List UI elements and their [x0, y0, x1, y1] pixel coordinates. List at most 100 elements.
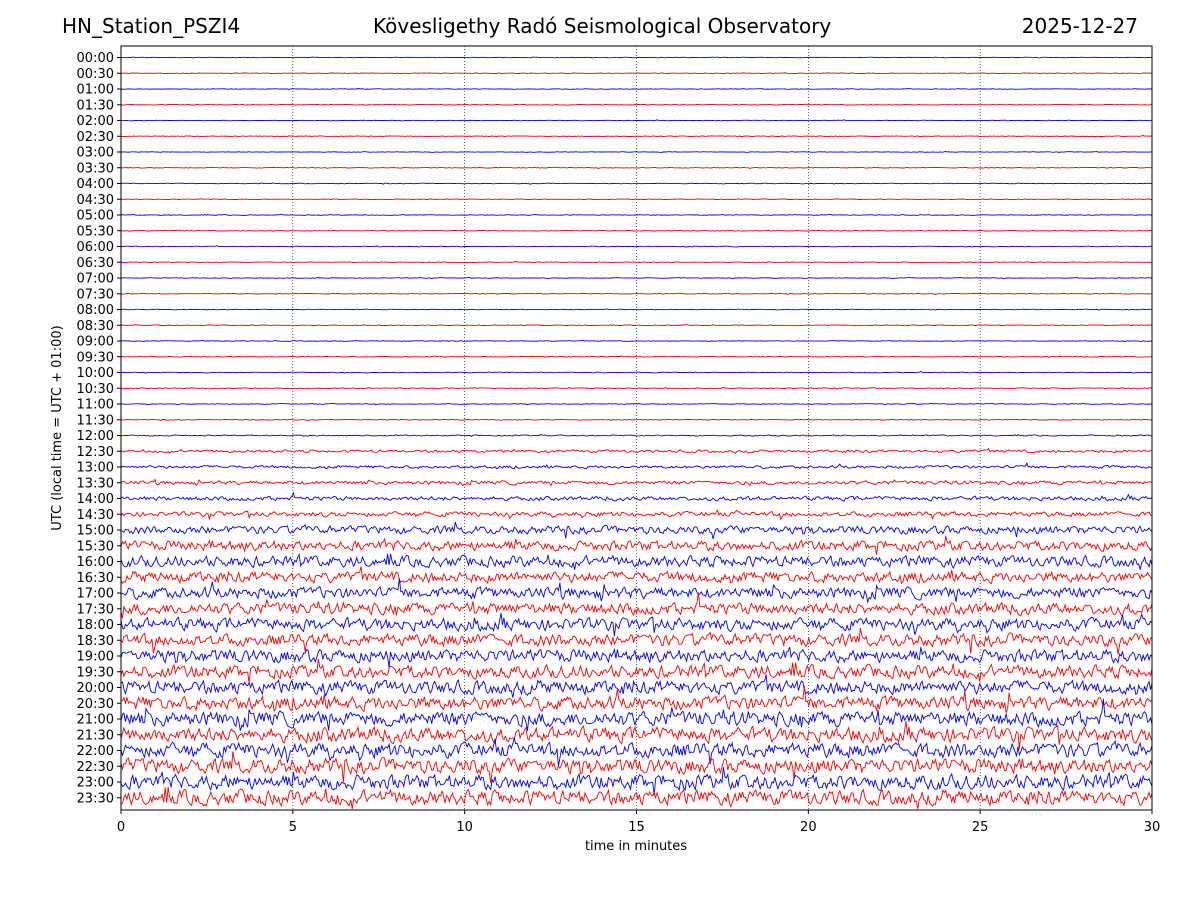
trace-1830: [121, 627, 1152, 655]
trace-0730: [121, 292, 1152, 296]
trace-1730: [121, 592, 1152, 619]
trace-1130: [121, 418, 1152, 422]
trace-1800: [121, 612, 1152, 637]
y-tick-label: 02:00: [77, 114, 114, 129]
y-tick-label: 17:00: [77, 587, 114, 602]
y-tick-label: 16:30: [77, 571, 114, 586]
x-tick-label: 30: [1144, 820, 1161, 835]
y-tick-label: 05:30: [77, 224, 114, 239]
trace-2130: [121, 720, 1152, 749]
y-tick-label: 12:00: [77, 429, 114, 444]
y-tick-label: 04:00: [77, 177, 114, 192]
trace-2200: [121, 736, 1152, 767]
trace-1300: [121, 462, 1152, 470]
x-tick-label: 25: [972, 820, 989, 835]
x-tick-label: 15: [628, 820, 645, 835]
y-tick-label: 18:00: [77, 618, 114, 633]
y-axis-label: UTC (local time = UTC + 01:00): [50, 325, 65, 530]
y-tick-label: 19:00: [77, 650, 114, 665]
trace-2300: [121, 767, 1152, 796]
trace-1100: [121, 402, 1152, 406]
station-label: HN_Station_PSZI4: [62, 14, 241, 38]
trace-0400: [121, 182, 1152, 185]
y-tick-label: 01:30: [77, 98, 114, 113]
y-tick-label: 04:30: [77, 193, 114, 208]
trace-0600: [121, 245, 1152, 248]
y-tick-label: 11:30: [77, 413, 114, 428]
y-tick-label: 12:30: [77, 445, 114, 460]
trace-0930: [121, 355, 1152, 358]
x-axis: 0 5 10 15 20 25 30: [117, 810, 1160, 835]
date-label: 2025-12-27: [1021, 14, 1138, 38]
trace-0700: [121, 276, 1152, 280]
x-axis-label: time in minutes: [585, 839, 687, 854]
y-tick-label: 11:00: [77, 398, 114, 413]
y-tick-label: 05:00: [77, 209, 114, 224]
y-tick-label: 10:30: [77, 382, 114, 397]
trace-0230: [121, 134, 1152, 138]
trace-1630: [121, 566, 1152, 585]
y-tick-label: 06:30: [77, 256, 114, 271]
trace-0300: [121, 151, 1152, 154]
trace-1430: [121, 509, 1152, 521]
trace-0200: [121, 119, 1152, 122]
trace-1600: [121, 553, 1152, 570]
trace-0900: [121, 339, 1152, 342]
trace-0100: [121, 87, 1152, 90]
y-tick-label: 18:30: [77, 634, 114, 649]
y-tick-label: 17:30: [77, 602, 114, 617]
trace-1900: [121, 647, 1152, 668]
y-tick-label: 10:00: [77, 366, 114, 381]
trace-0530: [121, 229, 1152, 232]
y-tick-label: 19:30: [77, 665, 114, 680]
trace-0630: [121, 260, 1152, 264]
y-tick-label: 09:00: [77, 335, 114, 350]
trace-1500: [121, 521, 1152, 540]
trace-1400: [121, 491, 1152, 502]
y-tick-label: 23:00: [77, 776, 114, 791]
trace-0830: [121, 324, 1152, 327]
trace-1930: [121, 658, 1152, 684]
y-tick-label: 13:30: [77, 476, 114, 491]
y-tick-label: 09:30: [77, 350, 114, 365]
x-tick-label: 0: [117, 820, 125, 835]
trace-1000: [121, 370, 1152, 374]
y-tick-label: 00:00: [77, 51, 114, 66]
trace-1200: [121, 433, 1152, 438]
y-tick-label: 23:30: [77, 791, 114, 806]
y-tick-label: 08:00: [77, 303, 114, 318]
trace-2000: [121, 674, 1152, 698]
y-tick-label: 14:00: [77, 492, 114, 507]
y-tick-label: 22:00: [77, 744, 114, 759]
y-tick-label: 07:30: [77, 287, 114, 302]
y-tick-label: 03:00: [77, 146, 114, 161]
trace-0330: [121, 166, 1152, 169]
y-tick-label: 03:30: [77, 161, 114, 176]
x-tick-label: 20: [800, 820, 817, 835]
y-tick-label: 14:30: [77, 508, 114, 523]
y-tick-label: 01:00: [77, 83, 114, 98]
trace-0000: [121, 56, 1152, 59]
y-tick-label: 20:30: [77, 697, 114, 712]
seismic-traces: [121, 56, 1152, 810]
trace-2330: [121, 787, 1152, 810]
trace-0030: [121, 72, 1152, 75]
trace-1030: [121, 386, 1152, 390]
y-tick-label: 00:30: [77, 67, 114, 82]
trace-2100: [121, 698, 1152, 731]
y-tick-label: 21:00: [77, 713, 114, 728]
y-tick-label: 06:00: [77, 240, 114, 255]
trace-0500: [121, 214, 1152, 216]
trace-1330: [121, 478, 1152, 487]
y-tick-label: 15:00: [77, 524, 114, 539]
y-tick-label: 16:00: [77, 555, 114, 570]
y-tick-label: 02:30: [77, 130, 114, 145]
trace-2030: [121, 685, 1152, 714]
trace-1700: [121, 578, 1152, 604]
x-tick-label: 10: [456, 820, 473, 835]
trace-0430: [121, 198, 1152, 201]
y-tick-label: 20:00: [77, 681, 114, 696]
y-tick-label: 08:30: [77, 319, 114, 334]
y-tick-label: 13:00: [77, 461, 114, 476]
